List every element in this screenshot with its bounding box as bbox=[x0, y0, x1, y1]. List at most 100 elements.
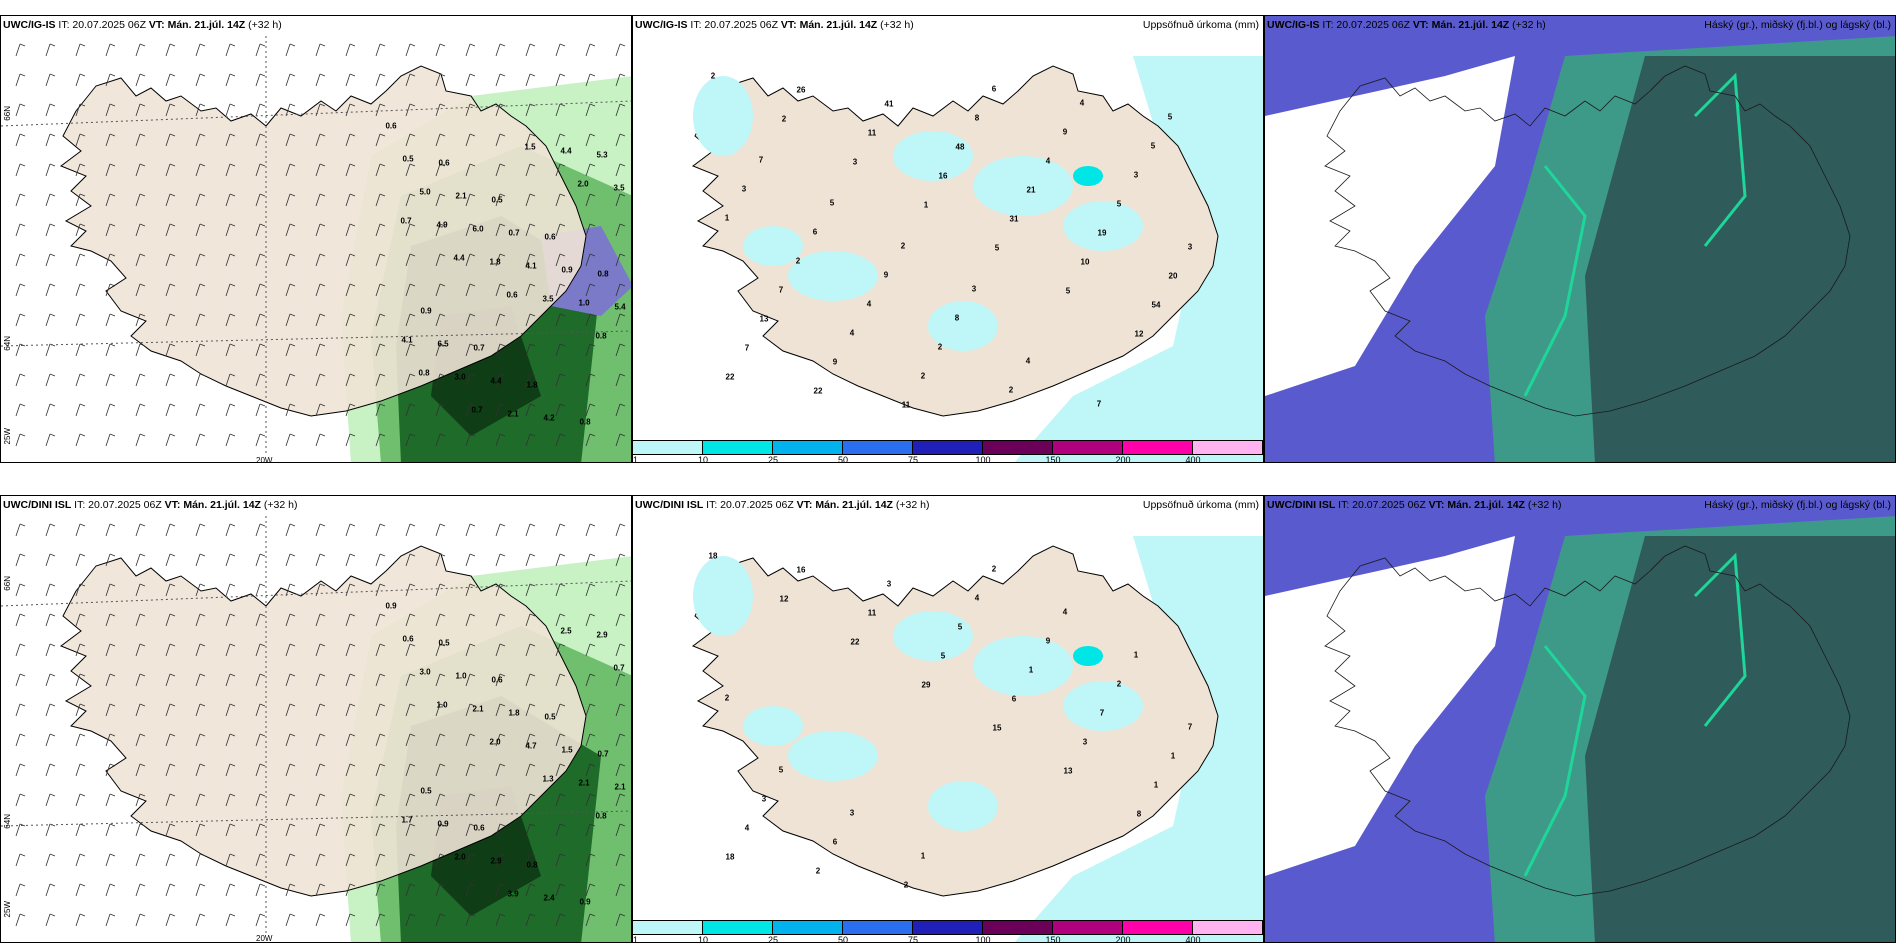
wind-barb-flag bbox=[469, 643, 476, 647]
wind-barb-flag bbox=[49, 853, 56, 857]
wind-barb bbox=[375, 613, 381, 627]
colorbar-swatch bbox=[913, 441, 983, 454]
wind-barb-flag bbox=[499, 853, 506, 857]
value-label: 18 bbox=[708, 551, 718, 561]
wind-barb-flag bbox=[409, 643, 416, 647]
wind-barb bbox=[615, 313, 621, 327]
wind-barb bbox=[495, 883, 501, 897]
wind-barb-flag bbox=[409, 613, 416, 617]
wind-barb-flag bbox=[349, 913, 356, 917]
wind-barb-flag bbox=[529, 163, 536, 167]
wind-barb bbox=[255, 403, 261, 417]
wind-barb-flag bbox=[469, 253, 476, 257]
wind-barb bbox=[525, 373, 531, 387]
wind-barb bbox=[285, 103, 291, 117]
wind-barb-flag bbox=[379, 403, 386, 407]
wind-barb-flag bbox=[619, 823, 626, 827]
value-label: 9 bbox=[883, 270, 889, 280]
wind-barb bbox=[405, 643, 411, 657]
wind-barb bbox=[315, 913, 321, 927]
wind-barb bbox=[585, 823, 591, 837]
wind-barb-flag bbox=[289, 133, 296, 137]
wind-barb-flag bbox=[529, 793, 536, 797]
wind-barb bbox=[225, 763, 231, 777]
wind-barb bbox=[75, 823, 81, 837]
wind-barb bbox=[585, 403, 591, 417]
wind-barb-flag bbox=[259, 853, 266, 857]
value-label: 0.5 bbox=[402, 154, 414, 164]
wind-barb-flag bbox=[379, 853, 386, 857]
wind-barb bbox=[225, 103, 231, 117]
lat-label-64: 64N bbox=[3, 814, 12, 829]
wind-barb bbox=[405, 223, 411, 237]
wind-barb bbox=[315, 73, 321, 87]
wind-barb-flag bbox=[559, 673, 566, 677]
wind-barb-flag bbox=[379, 283, 386, 287]
wind-barb bbox=[105, 433, 111, 447]
wind-barb-flag bbox=[79, 793, 86, 797]
wind-barb bbox=[435, 103, 441, 117]
wind-barb-flag bbox=[409, 253, 416, 257]
wind-barb-flag bbox=[529, 283, 536, 287]
lat-label-66: 66N bbox=[3, 106, 12, 121]
wind-barb-flag bbox=[109, 313, 116, 317]
wind-barb bbox=[555, 703, 561, 717]
wind-barb bbox=[495, 793, 501, 807]
wind-barb-flag bbox=[259, 883, 266, 887]
wind-barb-flag bbox=[589, 583, 596, 587]
wind-barb-flag bbox=[199, 403, 206, 407]
wind-barb-flag bbox=[379, 583, 386, 587]
wind-barb bbox=[165, 43, 171, 57]
wind-barb bbox=[225, 733, 231, 747]
value-label: 2.0 bbox=[454, 852, 466, 862]
wind-barb bbox=[555, 133, 561, 147]
wind-barb-flag bbox=[79, 403, 86, 407]
colorbar-swatch bbox=[843, 921, 913, 934]
wind-barb bbox=[345, 73, 351, 87]
wind-barb-flag bbox=[349, 373, 356, 377]
wind-barb bbox=[555, 793, 561, 807]
wind-barb bbox=[105, 133, 111, 147]
wind-barb-flag bbox=[289, 163, 296, 167]
wind-barb bbox=[75, 343, 81, 357]
wind-barb bbox=[75, 283, 81, 297]
wind-barb-flag bbox=[349, 253, 356, 257]
wind-barb bbox=[465, 853, 471, 867]
wind-barb-flag bbox=[19, 793, 26, 797]
wind-barb-flag bbox=[349, 553, 356, 557]
wind-barb bbox=[75, 913, 81, 927]
wind-barb bbox=[45, 193, 51, 207]
value-label: 3.5 bbox=[613, 183, 625, 193]
wind-barb bbox=[465, 733, 471, 747]
wind-barb bbox=[525, 403, 531, 417]
wind-barb bbox=[585, 253, 591, 267]
wind-barb bbox=[135, 193, 141, 207]
wind-barb bbox=[165, 253, 171, 267]
wind-barb-flag bbox=[439, 613, 446, 617]
wind-barb-flag bbox=[499, 193, 506, 197]
colorbar-swatch bbox=[773, 921, 843, 934]
wind-barb bbox=[315, 853, 321, 867]
wind-barb-flag bbox=[79, 433, 86, 437]
wind-barb-flag bbox=[19, 253, 26, 257]
wind-barb bbox=[615, 853, 621, 867]
wind-barb bbox=[15, 403, 21, 417]
wind-barb bbox=[345, 853, 351, 867]
wind-barb bbox=[195, 583, 201, 597]
wind-barb bbox=[525, 763, 531, 777]
wind-barb bbox=[15, 673, 21, 687]
colorbar-tick-label: 10 bbox=[697, 935, 708, 943]
clouds-map bbox=[1265, 16, 1895, 462]
valid-time: VT: Mán. 21.júl. 14Z bbox=[164, 499, 261, 511]
wind-barb-flag bbox=[529, 553, 536, 557]
wind-barb bbox=[435, 313, 441, 327]
wind-barb-flag bbox=[109, 583, 116, 587]
wind-barb-flag bbox=[439, 313, 446, 317]
wind-barb bbox=[555, 163, 561, 177]
wind-barb bbox=[285, 763, 291, 777]
wind-barb bbox=[255, 73, 261, 87]
wind-barb-flag bbox=[439, 163, 446, 167]
value-label: 1 bbox=[724, 213, 730, 223]
wind-barb bbox=[225, 823, 231, 837]
wind-barb bbox=[465, 913, 471, 927]
